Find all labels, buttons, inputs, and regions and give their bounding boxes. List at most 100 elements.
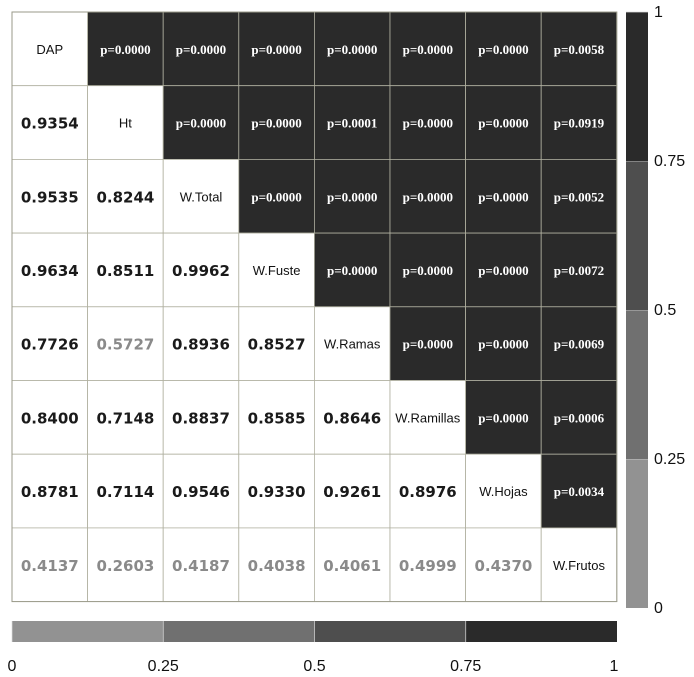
vertical-tick-label: 0.5 (654, 302, 676, 319)
correlation-cell (162, 306, 240, 381)
pvalue-label: p=0.0000 (403, 42, 453, 57)
vertical-tick-label: 1 (654, 4, 663, 21)
correlation-label: 0.4038 (248, 557, 306, 575)
horizontal-tick-label: 0 (8, 658, 17, 675)
pvalue-label: p=0.0000 (478, 263, 528, 278)
variable-label: Ht (119, 116, 132, 131)
diagonal-cell (540, 527, 618, 603)
horizontal-color-scale: 0 0.25 0.5 0.75 1 (8, 621, 619, 675)
correlation-label: 0.9546 (172, 483, 230, 501)
diagonal-cell (162, 158, 240, 234)
correlation-label: 0.8646 (323, 409, 381, 427)
variable-label: DAP (36, 42, 63, 57)
color-band (626, 161, 648, 310)
correlation-label: 0.9634 (21, 262, 79, 280)
grid-outline (11, 11, 618, 603)
pvalue-cell (389, 158, 466, 234)
diagonal-cell (313, 306, 391, 381)
variable-label: W.Total (180, 189, 223, 204)
pvalue-cell (389, 11, 466, 87)
pvalue-label: p=0.0006 (554, 410, 605, 425)
correlation-cell (313, 380, 391, 455)
pvalue-cell (540, 85, 618, 160)
variable-label: W.Ramas (324, 337, 381, 352)
pvalue-label: p=0.0000 (176, 42, 226, 57)
correlation-label: 0.7148 (96, 409, 154, 427)
pvalue-label: p=0.0000 (251, 42, 301, 57)
horizontal-tick-label: 1 (610, 658, 619, 675)
vertical-tick-label: 0.25 (654, 451, 685, 468)
diagonal-cell (389, 380, 466, 455)
color-band (626, 459, 648, 608)
color-band (465, 621, 617, 642)
correlation-label: 0.4061 (323, 557, 381, 575)
correlation-label: 0.9535 (21, 188, 79, 206)
correlation-label: 0.4137 (21, 557, 79, 575)
pvalue-cell (465, 85, 542, 160)
correlation-label: 0.8837 (172, 409, 230, 427)
pvalue-cell (465, 306, 542, 381)
pvalue-cell (313, 11, 391, 87)
correlation-label: 0.7726 (21, 336, 79, 354)
pvalue-cell (465, 232, 542, 308)
heatmap-grid: DAP p=0.0000 p=0.0000 p=0.0000 p=0.0000 p=0.0… (11, 11, 618, 603)
color-band (163, 621, 315, 642)
diagonal-cell (11, 11, 88, 87)
pvalue-label: p=0.0000 (403, 263, 453, 278)
horizontal-tick-label: 0.5 (303, 658, 325, 675)
color-band (626, 12, 648, 161)
variable-label: W.Frutos (553, 558, 606, 573)
pvalue-cell (87, 11, 164, 87)
pvalue-label: p=0.0000 (176, 116, 226, 131)
pvalue-label: p=0.0000 (403, 189, 453, 204)
correlation-cell (313, 527, 391, 603)
pvalue-label: p=0.0000 (251, 116, 301, 131)
pvalue-cell (313, 85, 391, 160)
correlation-cell (87, 453, 164, 529)
pvalue-label: p=0.0052 (554, 189, 604, 204)
correlation-label: 0.8527 (248, 336, 306, 354)
pvalue-cell (540, 380, 618, 455)
correlation-label: 0.8244 (96, 188, 154, 206)
correlation-label: 0.8936 (172, 336, 230, 354)
pvalue-label: p=0.0000 (403, 116, 453, 131)
pvalue-cell (238, 158, 315, 234)
pvalue-cell (313, 158, 391, 234)
correlation-cell (313, 453, 391, 529)
pvalue-label: p=0.0000 (251, 189, 301, 204)
pvalue-label: p=0.0000 (478, 189, 528, 204)
correlation-label: 0.9354 (21, 115, 79, 133)
variable-label: W.Ramillas (395, 410, 461, 425)
pvalue-label: p=0.0000 (478, 116, 528, 131)
correlation-cell (162, 527, 240, 603)
correlation-cell (11, 453, 88, 529)
pvalue-label: p=0.0069 (554, 337, 605, 352)
pvalue-cell (540, 306, 618, 381)
pvalue-label: p=0.0000 (327, 189, 377, 204)
correlation-cell (11, 232, 88, 308)
pvalue-label: p=0.0058 (554, 42, 605, 57)
correlation-label: 0.8400 (21, 409, 79, 427)
pvalue-cell (238, 85, 315, 160)
correlation-cell (87, 158, 164, 234)
correlation-cell (162, 453, 240, 529)
variable-label: W.Fuste (253, 263, 301, 278)
pvalue-cell (540, 11, 618, 87)
pvalue-cell (465, 380, 542, 455)
pvalue-cell (238, 11, 315, 87)
correlation-label: 0.9330 (248, 483, 306, 501)
correlation-label: 0.4999 (399, 557, 457, 575)
pvalue-label: p=0.0000 (478, 42, 528, 57)
pvalue-cell (389, 306, 466, 381)
correlation-cell (162, 380, 240, 455)
pvalue-label: p=0.0000 (100, 42, 150, 57)
pvalue-label: p=0.0000 (478, 410, 528, 425)
correlation-label: 0.4187 (172, 557, 230, 575)
variable-label: W.Hojas (479, 484, 528, 499)
pvalue-label: p=0.0001 (327, 116, 377, 131)
correlation-label: 0.8976 (399, 483, 457, 501)
correlation-cell (389, 453, 466, 529)
vertical-tick-label: 0.75 (654, 153, 685, 170)
pvalue-label: p=0.0919 (554, 116, 605, 131)
